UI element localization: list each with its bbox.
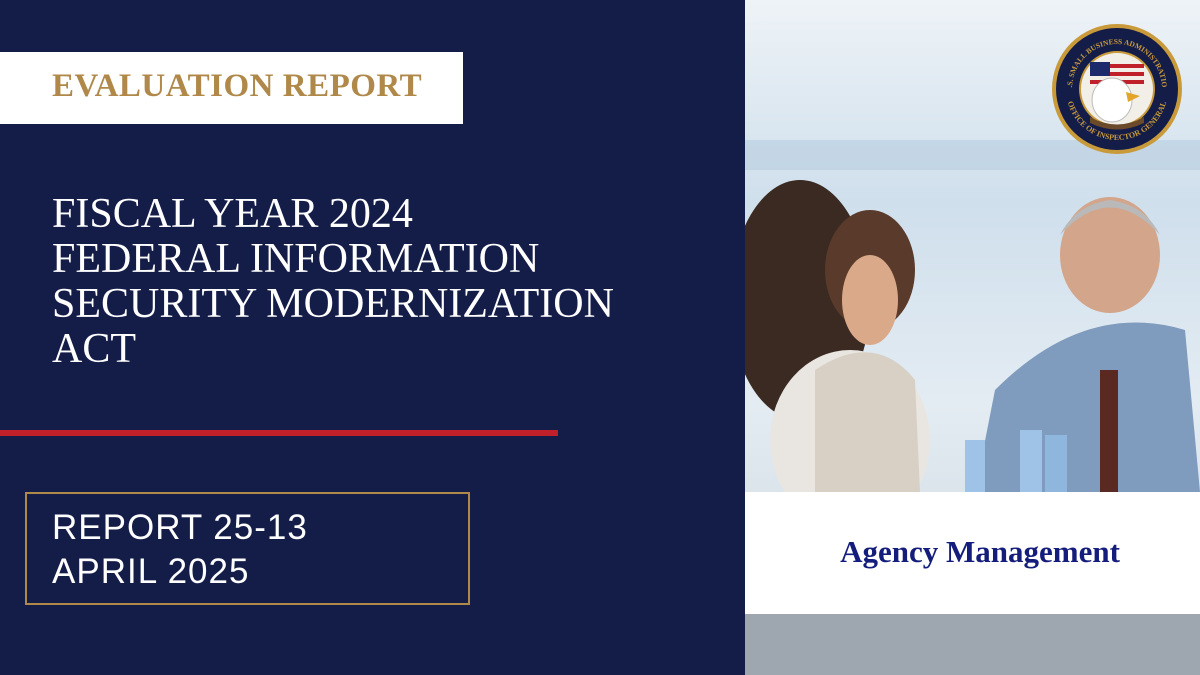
eagle-body <box>1090 117 1144 130</box>
person <box>1060 200 1160 235</box>
eagle <box>1091 77 1133 123</box>
title-line: FEDERAL INFORMATION <box>52 236 540 282</box>
category-box <box>745 492 1200 614</box>
report-number: REPORT 25-13 <box>52 508 308 547</box>
bottle <box>1045 435 1067 492</box>
person <box>842 255 898 345</box>
title-line: ACT <box>52 326 136 372</box>
report-date: APRIL 2025 <box>52 552 250 591</box>
person <box>1100 370 1118 492</box>
person <box>815 352 920 492</box>
bottle <box>1020 430 1042 492</box>
seal: U.S. SMALL BUSINESS ADMINISTRATION OFFIC… <box>1050 22 1182 154</box>
label-box <box>0 52 463 124</box>
report-type: EVALUATION REPORT <box>52 68 423 104</box>
person <box>1060 197 1160 313</box>
bottle <box>965 440 985 492</box>
divider <box>0 430 558 436</box>
table <box>745 614 1200 675</box>
category: Agency Management <box>840 534 1120 569</box>
report-info: REPORT 25-13 APRIL 2025 <box>52 506 308 594</box>
eagle-beak <box>1126 92 1140 102</box>
report-title: FISCAL YEAR 2024 FEDERAL INFORMATION SEC… <box>52 192 614 372</box>
report-box <box>25 492 470 605</box>
title-line: FISCAL YEAR 2024 <box>52 191 413 237</box>
title-line: SECURITY MODERNIZATION <box>52 281 614 327</box>
